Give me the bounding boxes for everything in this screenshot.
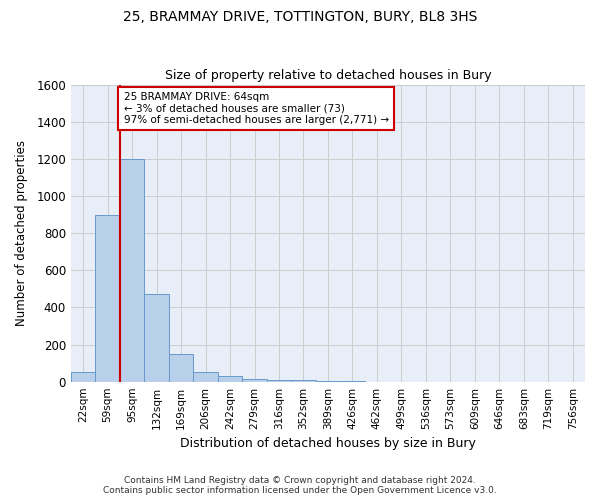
- Bar: [120, 159, 145, 382]
- X-axis label: Distribution of detached houses by size in Bury: Distribution of detached houses by size …: [180, 437, 476, 450]
- Bar: [71, 372, 95, 382]
- Y-axis label: Number of detached properties: Number of detached properties: [15, 140, 28, 326]
- Text: 25 BRAMMAY DRIVE: 64sqm
← 3% of detached houses are smaller (73)
97% of semi-det: 25 BRAMMAY DRIVE: 64sqm ← 3% of detached…: [124, 92, 389, 125]
- Bar: [95, 214, 120, 382]
- Text: Contains HM Land Registry data © Crown copyright and database right 2024.
Contai: Contains HM Land Registry data © Crown c…: [103, 476, 497, 495]
- Text: 25, BRAMMAY DRIVE, TOTTINGTON, BURY, BL8 3HS: 25, BRAMMAY DRIVE, TOTTINGTON, BURY, BL8…: [123, 10, 477, 24]
- Bar: [340, 381, 365, 382]
- Title: Size of property relative to detached houses in Bury: Size of property relative to detached ho…: [164, 69, 491, 82]
- Bar: [267, 380, 291, 382]
- Bar: [316, 381, 340, 382]
- Bar: [291, 380, 316, 382]
- Bar: [145, 294, 169, 382]
- Bar: [169, 354, 193, 382]
- Bar: [242, 379, 267, 382]
- Bar: [193, 372, 218, 382]
- Bar: [218, 376, 242, 382]
